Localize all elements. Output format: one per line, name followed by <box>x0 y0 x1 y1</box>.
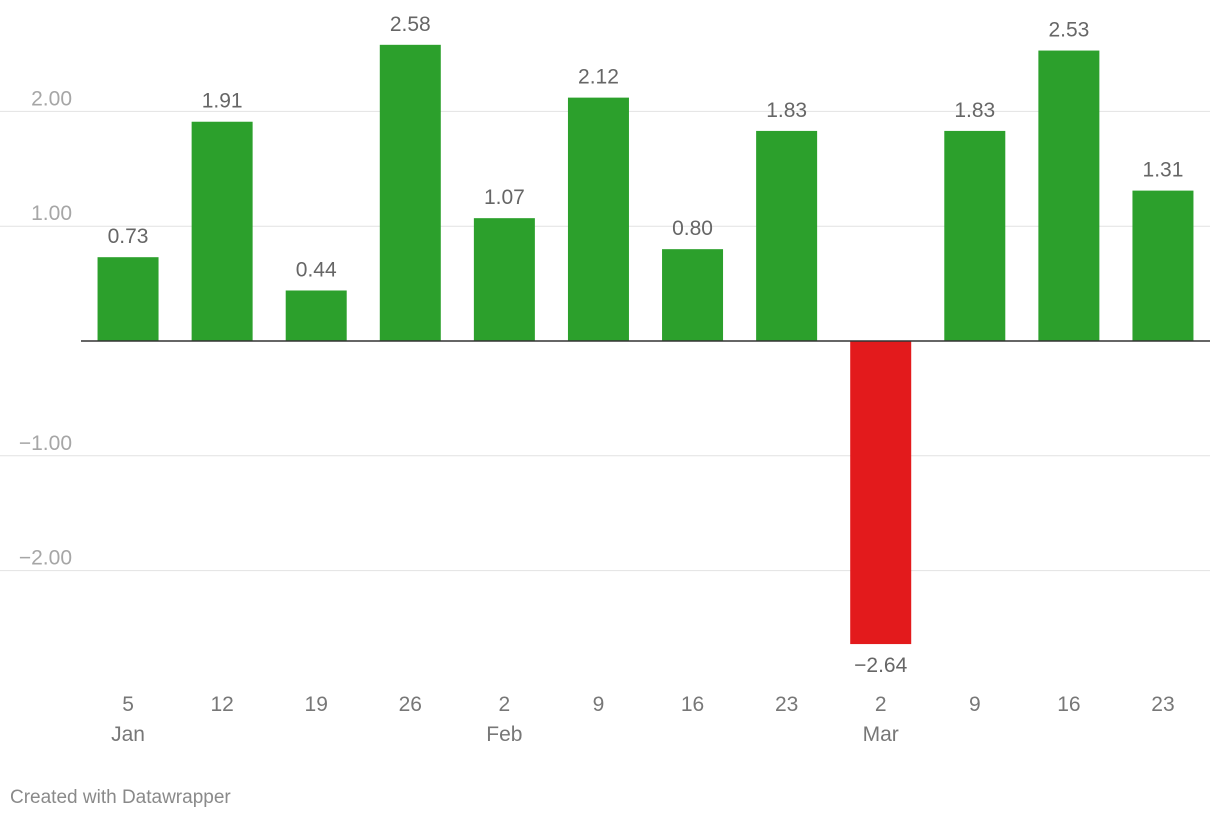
x-month-label: Feb <box>486 723 522 746</box>
bar-value-label: 1.91 <box>202 90 243 113</box>
y-tick-label: −2.00 <box>19 547 72 570</box>
bar-value-label: 0.44 <box>296 258 337 281</box>
x-tick-label: 16 <box>681 693 704 716</box>
bar-value-label: 1.07 <box>484 186 525 209</box>
y-tick-label: −1.00 <box>19 432 72 455</box>
x-tick-label: 23 <box>1151 693 1174 716</box>
bar <box>285 290 347 341</box>
bar <box>1038 50 1100 341</box>
bar-value-label: 0.73 <box>108 225 149 248</box>
bar <box>1132 190 1194 341</box>
x-month-label: Jan <box>111 723 145 746</box>
bar <box>473 218 535 341</box>
bar <box>191 121 253 342</box>
y-tick-label: 1.00 <box>31 202 72 225</box>
bar-value-label: 2.53 <box>1048 19 1089 42</box>
bar-value-label: 0.80 <box>672 217 713 240</box>
bar <box>567 97 629 342</box>
bar <box>662 249 724 341</box>
x-tick-label: 9 <box>593 693 605 716</box>
x-tick-label: 23 <box>775 693 798 716</box>
x-tick-label: 26 <box>399 693 422 716</box>
bar <box>850 341 912 645</box>
bar-chart: 2.00 1.00 −1.00 −2.00 0.73 1.91 0.44 2.58 1.07 2… <box>0 13 1210 746</box>
bar <box>756 130 818 341</box>
x-axis: 5 12 19 26 2 9 16 23 2 9 16 23 Jan Feb Mar <box>111 693 1175 746</box>
x-tick-label: 2 <box>875 693 887 716</box>
bar-value-label: 1.83 <box>954 99 995 122</box>
x-month-label: Mar <box>863 723 899 746</box>
bar-value-label: −2.64 <box>854 654 907 677</box>
y-tick-label: 2.00 <box>31 87 72 110</box>
bar-value-label: 2.58 <box>390 13 431 36</box>
x-tick-label: 19 <box>305 693 328 716</box>
x-tick-label: 2 <box>499 693 511 716</box>
bar <box>379 44 441 341</box>
credit-footer: Created with Datawrapper <box>10 787 231 808</box>
bars <box>97 44 1194 645</box>
bar-value-label: 1.83 <box>766 99 807 122</box>
x-tick-label: 5 <box>122 693 134 716</box>
bar <box>97 257 159 341</box>
x-tick-label: 12 <box>210 693 233 716</box>
x-tick-label: 9 <box>969 693 981 716</box>
bar <box>944 130 1006 341</box>
value-labels: 0.73 1.91 0.44 2.58 1.07 2.12 0.80 1.83 −2.64 1.8… <box>108 13 1184 677</box>
bar-value-label: 1.31 <box>1143 159 1184 182</box>
x-tick-label: 16 <box>1057 693 1080 716</box>
bar-value-label: 2.12 <box>578 66 619 89</box>
